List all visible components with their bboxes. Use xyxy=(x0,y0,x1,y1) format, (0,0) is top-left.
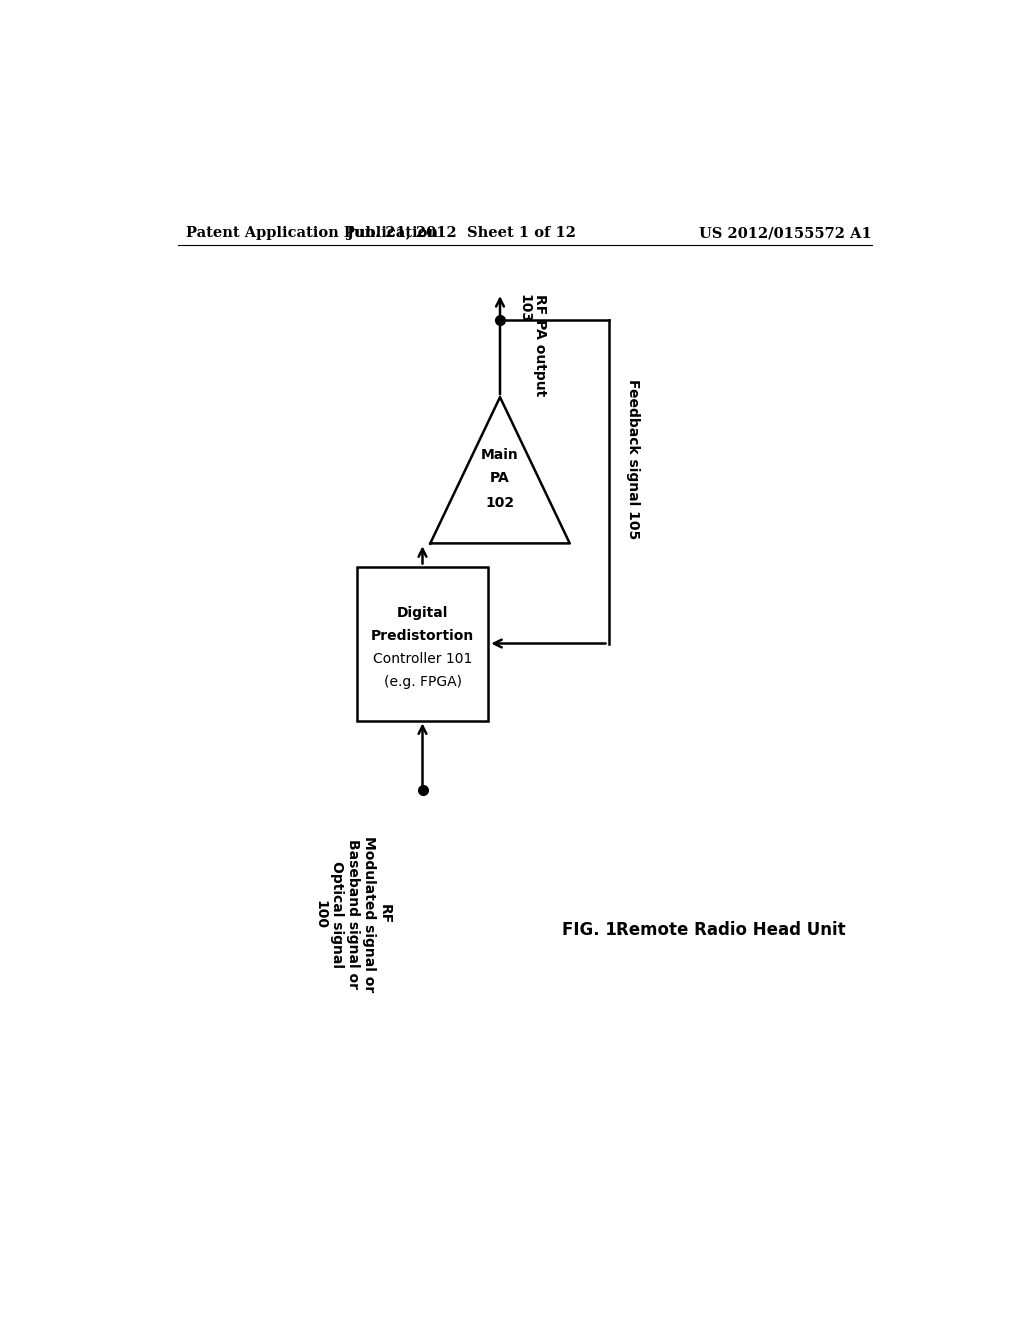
Text: (e.g. FPGA): (e.g. FPGA) xyxy=(384,675,462,689)
Text: RF PA output
103: RF PA output 103 xyxy=(517,294,547,396)
Text: Predistortion: Predistortion xyxy=(371,628,474,643)
Text: 102: 102 xyxy=(485,495,515,510)
Polygon shape xyxy=(430,397,569,544)
Text: Jun. 21, 2012  Sheet 1 of 12: Jun. 21, 2012 Sheet 1 of 12 xyxy=(347,226,575,240)
Text: Main: Main xyxy=(481,447,519,462)
Text: FIG. 1.: FIG. 1. xyxy=(562,921,624,939)
Text: Controller 101: Controller 101 xyxy=(373,652,472,665)
Text: PA: PA xyxy=(490,471,510,484)
Text: RF
Modulated signal or
Baseband signal or
Optical signal
100: RF Modulated signal or Baseband signal o… xyxy=(313,836,392,993)
Text: Remote Radio Head Unit: Remote Radio Head Unit xyxy=(616,921,846,939)
Text: US 2012/0155572 A1: US 2012/0155572 A1 xyxy=(699,226,872,240)
Bar xyxy=(356,566,488,721)
Text: Patent Application Publication: Patent Application Publication xyxy=(186,226,438,240)
Text: Digital: Digital xyxy=(397,606,449,619)
Text: Feedback signal 105: Feedback signal 105 xyxy=(626,379,640,539)
